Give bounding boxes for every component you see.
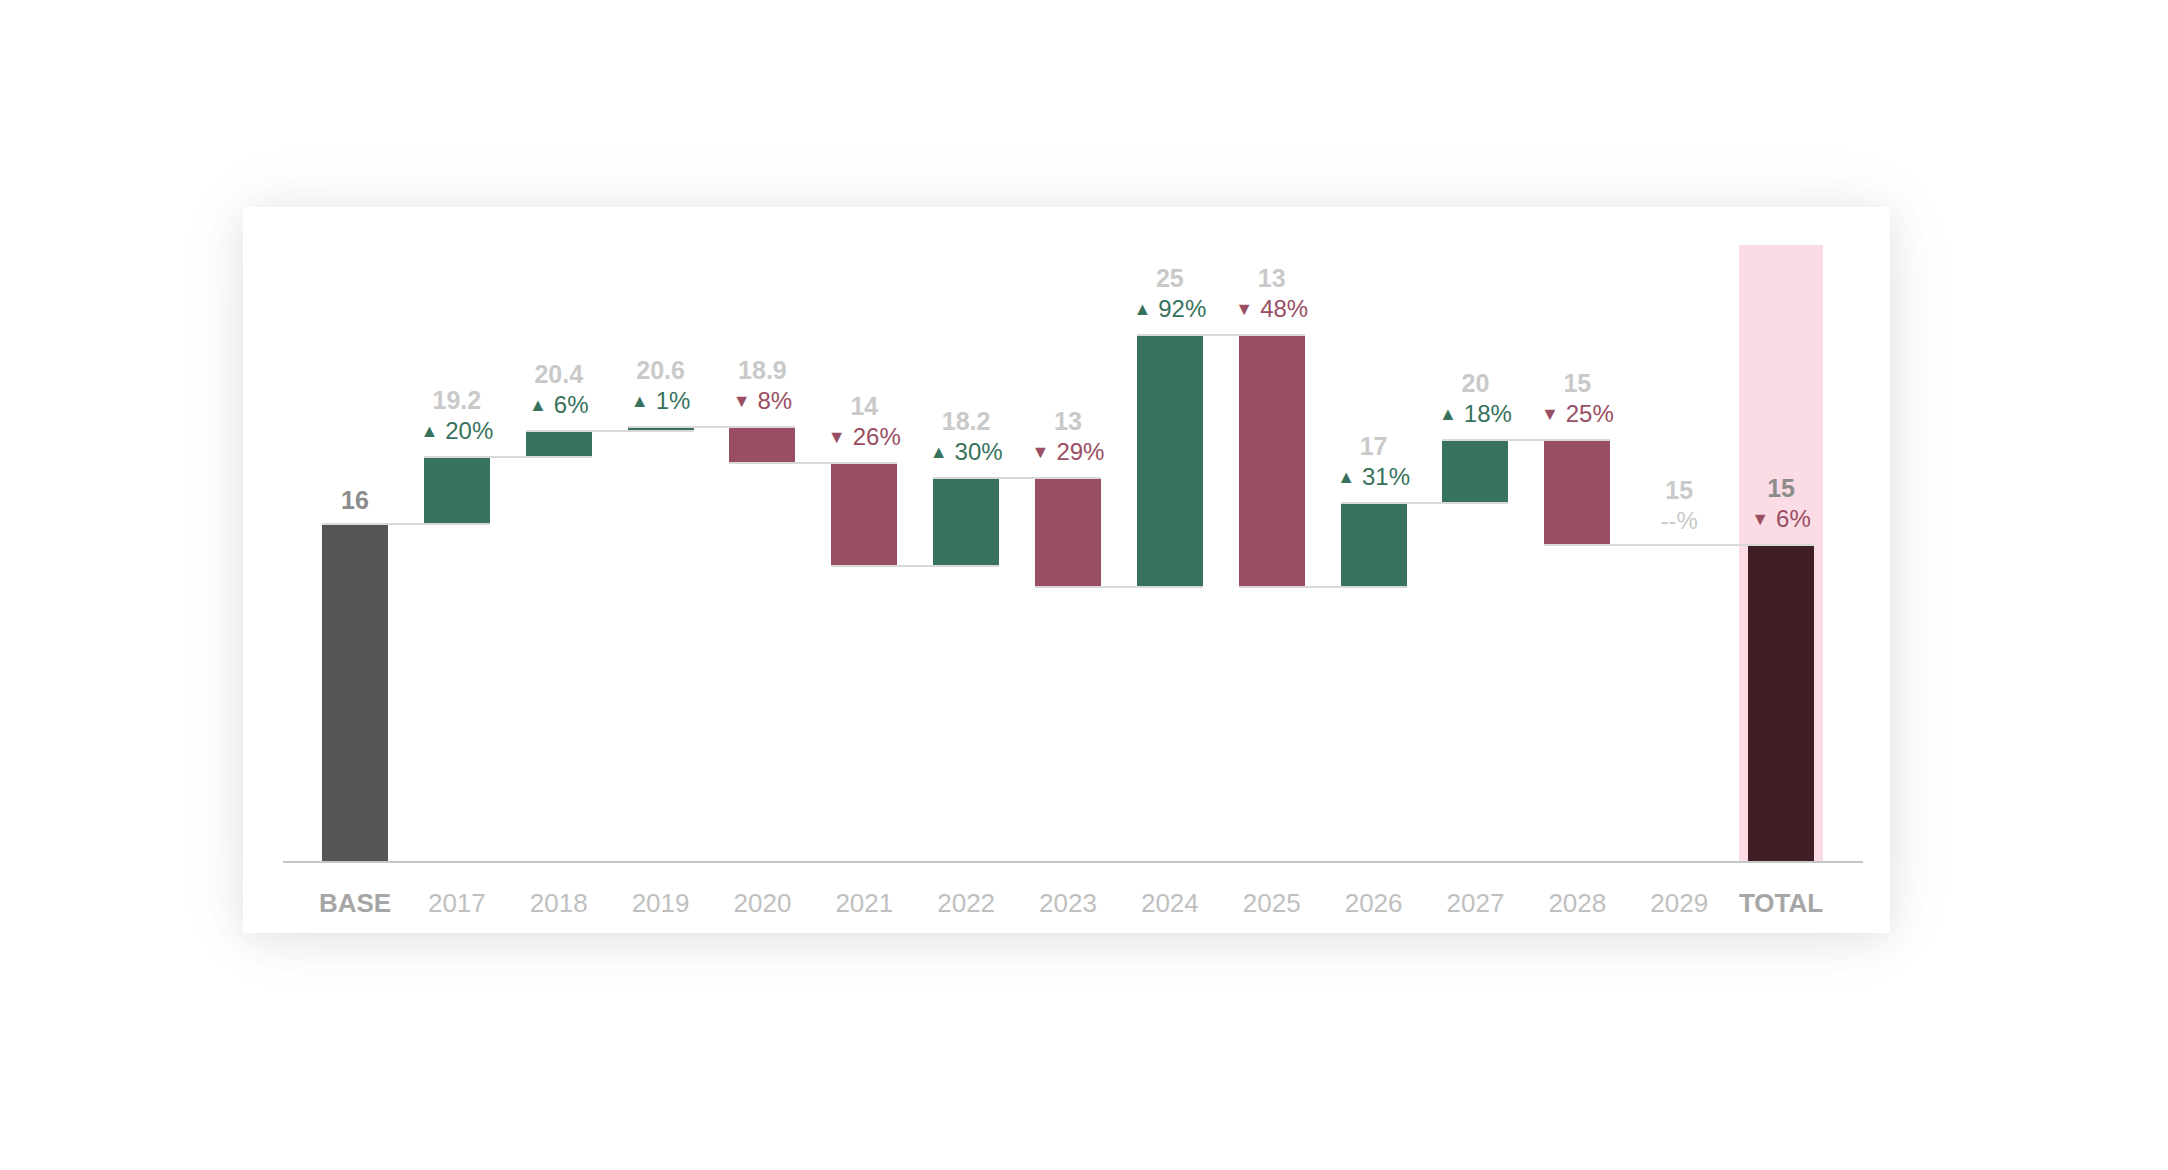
connector-line xyxy=(1442,439,1610,441)
bar-delta-label: ▼48% xyxy=(1187,294,1357,326)
bar-labels-2028: 15▼25% xyxy=(1492,368,1662,431)
bar-delta-label: ▼29% xyxy=(983,437,1153,469)
bar-value-label: 15 xyxy=(1696,473,1866,503)
connector-line xyxy=(1137,334,1305,336)
connector-line xyxy=(526,430,694,432)
connector-line xyxy=(729,462,897,464)
waterfall-bar-total[interactable] xyxy=(1748,546,1814,862)
decrease-triangle-icon: ▼ xyxy=(828,422,846,452)
increase-triangle-icon: ▲ xyxy=(631,386,649,416)
bar-delta-label: ▼6% xyxy=(1696,504,1866,536)
x-axis-line xyxy=(283,861,1863,863)
waterfall-bar-2023[interactable] xyxy=(1035,479,1101,589)
decrease-triangle-icon: ▼ xyxy=(733,386,751,416)
decrease-triangle-icon: ▼ xyxy=(1032,437,1050,467)
chart-card: 16BASE19.2▲20%201720.4▲6%201820.6▲1%2019… xyxy=(243,207,1890,933)
increase-triangle-icon: ▲ xyxy=(529,390,547,420)
bar-labels-base: 16 xyxy=(270,485,440,515)
bar-value-label: 13 xyxy=(1187,263,1357,293)
connector-line xyxy=(831,565,999,567)
waterfall-bar-base[interactable] xyxy=(322,525,388,862)
connector-line xyxy=(1035,586,1203,588)
x-axis-label-total: TOTAL xyxy=(1711,888,1851,918)
connector-line xyxy=(1239,586,1407,588)
increase-triangle-icon: ▲ xyxy=(930,437,948,467)
bar-value-label: 13 xyxy=(983,406,1153,436)
bar-labels-2026: 17▲31% xyxy=(1289,431,1459,494)
increase-triangle-icon: ▲ xyxy=(420,416,438,446)
decrease-triangle-icon: ▼ xyxy=(1541,399,1559,429)
decrease-triangle-icon: ▼ xyxy=(1235,294,1253,324)
bar-delta-label: ▲31% xyxy=(1289,462,1459,494)
bar-value-label: 18.9 xyxy=(677,355,847,385)
connector-line xyxy=(933,477,1101,479)
waterfall-chart: 16BASE19.2▲20%201720.4▲6%201820.6▲1%2019… xyxy=(243,207,1890,933)
waterfall-bar-2026[interactable] xyxy=(1341,504,1407,588)
increase-triangle-icon: ▲ xyxy=(1337,462,1355,492)
connector-line xyxy=(322,523,490,525)
decrease-triangle-icon: ▼ xyxy=(1751,504,1769,534)
connector-line xyxy=(424,456,592,458)
connector-line xyxy=(628,426,796,428)
increase-triangle-icon: ▲ xyxy=(1439,399,1457,429)
bar-value-label: 15 xyxy=(1492,368,1662,398)
bar-labels-total: 15▼6% xyxy=(1696,473,1866,536)
bar-value-label: 16 xyxy=(270,485,440,515)
bar-labels-2023: 13▼29% xyxy=(983,406,1153,469)
bar-labels-2025: 13▼48% xyxy=(1187,263,1357,326)
connector-line xyxy=(1341,502,1509,504)
increase-triangle-icon: ▲ xyxy=(1133,294,1151,324)
waterfall-bar-2021[interactable] xyxy=(831,464,897,567)
waterfall-bar-2022[interactable] xyxy=(933,479,999,567)
bar-delta-label: ▼25% xyxy=(1492,399,1662,431)
connector-line xyxy=(1646,544,1814,546)
bar-value-label: 17 xyxy=(1289,431,1459,461)
